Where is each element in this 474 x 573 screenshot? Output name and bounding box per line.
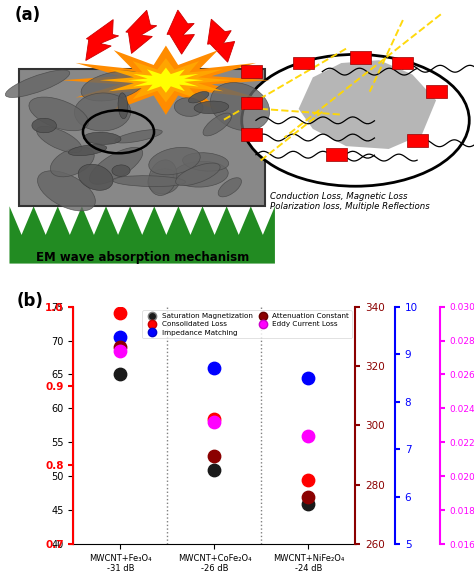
- Polygon shape: [100, 58, 232, 102]
- FancyBboxPatch shape: [241, 97, 262, 109]
- Attenuation Constant: [305, 492, 312, 501]
- Legend: Saturation Magnetization, Consolidated Loss, Impedance Matching, Attenuation Con: Saturation Magnetization, Consolidated L…: [142, 310, 352, 339]
- Ellipse shape: [81, 71, 145, 101]
- Ellipse shape: [194, 101, 229, 113]
- Polygon shape: [128, 68, 204, 93]
- Ellipse shape: [37, 171, 95, 211]
- Ellipse shape: [148, 168, 180, 194]
- Polygon shape: [167, 10, 194, 54]
- Ellipse shape: [29, 97, 89, 131]
- Consolidated Loss: [305, 475, 312, 484]
- FancyBboxPatch shape: [293, 57, 314, 69]
- Ellipse shape: [149, 147, 201, 175]
- Ellipse shape: [90, 147, 143, 185]
- Ellipse shape: [189, 92, 209, 103]
- FancyBboxPatch shape: [392, 57, 413, 69]
- Polygon shape: [126, 10, 157, 53]
- Ellipse shape: [112, 165, 130, 176]
- FancyBboxPatch shape: [426, 85, 447, 98]
- FancyBboxPatch shape: [350, 51, 371, 64]
- Consolidated Loss: [210, 414, 218, 423]
- Ellipse shape: [182, 152, 228, 171]
- Ellipse shape: [242, 54, 469, 186]
- FancyBboxPatch shape: [19, 69, 265, 206]
- FancyBboxPatch shape: [326, 148, 347, 161]
- FancyBboxPatch shape: [241, 65, 262, 78]
- Ellipse shape: [174, 98, 203, 116]
- Ellipse shape: [68, 144, 107, 156]
- Ellipse shape: [203, 113, 231, 136]
- Ellipse shape: [5, 70, 70, 97]
- Polygon shape: [299, 60, 436, 149]
- Polygon shape: [86, 19, 118, 61]
- Impedance Matching: [117, 332, 124, 342]
- Ellipse shape: [112, 176, 185, 187]
- Ellipse shape: [118, 93, 128, 119]
- Impedance Matching: [210, 363, 218, 372]
- Attenuation Constant: [117, 343, 124, 352]
- Ellipse shape: [74, 93, 131, 131]
- Ellipse shape: [50, 147, 94, 177]
- Impedance Matching: [305, 374, 312, 383]
- Text: (a): (a): [14, 6, 40, 23]
- Text: Conduction Loss, Magnetic Loss
Polarization loss, Multiple Reflections: Conduction Loss, Magnetic Loss Polarizat…: [270, 192, 430, 211]
- Ellipse shape: [210, 83, 270, 131]
- Ellipse shape: [176, 163, 220, 186]
- Attenuation Constant: [210, 452, 218, 461]
- Eddy Current Loss: [305, 431, 312, 440]
- Ellipse shape: [78, 164, 113, 190]
- FancyBboxPatch shape: [407, 134, 428, 147]
- Polygon shape: [62, 45, 270, 115]
- Text: EM wave absorption mechanism: EM wave absorption mechanism: [36, 252, 249, 264]
- Ellipse shape: [218, 178, 241, 197]
- Consolidated Loss: [117, 309, 124, 318]
- Ellipse shape: [149, 160, 177, 195]
- Eddy Current Loss: [210, 418, 218, 427]
- Text: (b): (b): [17, 292, 44, 311]
- Ellipse shape: [173, 162, 228, 187]
- Ellipse shape: [115, 129, 162, 143]
- Polygon shape: [9, 206, 275, 264]
- Eddy Current Loss: [117, 346, 124, 355]
- Ellipse shape: [32, 118, 56, 133]
- FancyBboxPatch shape: [241, 128, 262, 141]
- Polygon shape: [208, 19, 235, 62]
- Ellipse shape: [83, 132, 121, 144]
- Ellipse shape: [36, 126, 82, 153]
- Saturation Magnetization: [305, 499, 312, 508]
- Saturation Magnetization: [117, 370, 124, 379]
- Saturation Magnetization: [210, 465, 218, 474]
